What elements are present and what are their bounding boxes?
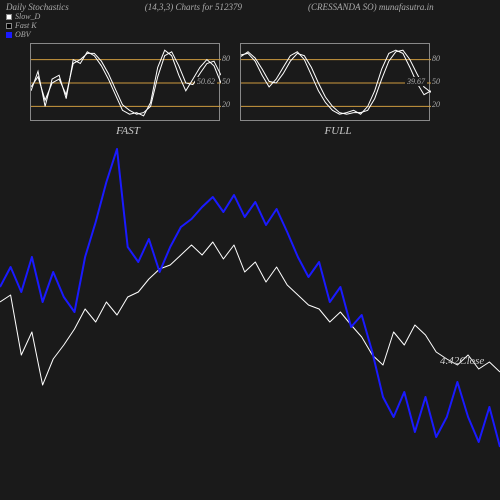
panel-value-overlay: 39.67 bbox=[405, 77, 427, 86]
axis-tick: 50 bbox=[432, 77, 440, 86]
sub-panels: 50.62 805020 FAST 39.67 805020 FULL bbox=[0, 43, 500, 137]
main-chart: 4.42Close bbox=[0, 137, 500, 487]
legend-label: OBV bbox=[15, 30, 31, 39]
chart-params: (14,3,3) Charts for 512379 bbox=[145, 2, 242, 12]
panel-fast: 50.62 bbox=[30, 43, 220, 121]
panel-full-container: 39.67 805020 FULL bbox=[240, 43, 436, 137]
legend-swatch bbox=[6, 14, 12, 20]
panel-full: 39.67 bbox=[240, 43, 430, 121]
close-label: 4.42Close bbox=[440, 355, 484, 367]
chart-ticker: (CRESSANDA SO) munafasutra.in bbox=[308, 2, 434, 12]
legend-item-slow-d: Slow_D bbox=[6, 12, 40, 21]
legend-item-fast-k: Fast K bbox=[6, 21, 40, 30]
chart-title: Daily Stochastics bbox=[6, 2, 69, 12]
legend-swatch bbox=[6, 23, 12, 29]
panel-full-label: FULL bbox=[325, 125, 352, 137]
chart-header: Daily Stochastics (14,3,3) Charts for 51… bbox=[0, 0, 500, 41]
axis-tick: 80 bbox=[432, 54, 440, 63]
axis-tick: 20 bbox=[432, 100, 440, 109]
axis-tick: 20 bbox=[222, 100, 230, 109]
legend-label: Fast K bbox=[15, 21, 37, 30]
legend-swatch bbox=[6, 32, 12, 38]
axis-tick: 80 bbox=[222, 54, 230, 63]
legend: Slow_D Fast K OBV bbox=[6, 12, 40, 39]
panel-fast-label: FAST bbox=[116, 125, 140, 137]
legend-label: Slow_D bbox=[15, 12, 40, 21]
panel-fast-axis: 805020 bbox=[220, 43, 226, 121]
panel-fast-container: 50.62 805020 FAST bbox=[30, 43, 226, 137]
legend-item-obv: OBV bbox=[6, 30, 40, 39]
panel-full-axis: 805020 bbox=[430, 43, 436, 121]
axis-tick: 50 bbox=[222, 77, 230, 86]
panel-value-overlay: 50.62 bbox=[195, 77, 217, 86]
